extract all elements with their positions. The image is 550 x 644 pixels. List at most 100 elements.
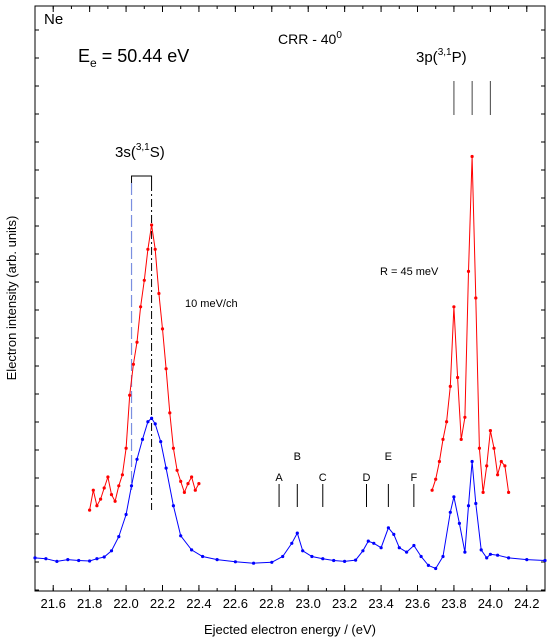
data-point xyxy=(477,446,481,450)
state-3s-rest: S) xyxy=(150,144,165,161)
data-point xyxy=(441,437,445,441)
data-point xyxy=(128,393,132,397)
data-point xyxy=(466,504,471,508)
data-point xyxy=(164,466,168,470)
data-point xyxy=(270,560,274,564)
data-point xyxy=(164,367,168,371)
data-point xyxy=(190,548,194,552)
state-3p-base: 3p( xyxy=(416,49,438,66)
data-point xyxy=(102,486,106,490)
energy-label: Ee = 50.44 eV xyxy=(78,46,189,70)
data-point xyxy=(474,296,478,300)
state-3p-rest: P) xyxy=(452,49,467,66)
data-point xyxy=(193,488,197,492)
data-point xyxy=(281,554,285,559)
data-point xyxy=(379,546,383,550)
step-label: 10 meV/ch xyxy=(185,298,238,310)
data-point xyxy=(479,548,483,552)
data-point xyxy=(470,154,474,159)
data-point xyxy=(186,482,190,486)
state-3s-superscript: 3,1 xyxy=(136,142,150,153)
marker-label: B xyxy=(294,451,301,463)
x-axis-label: Ejected electron energy / (eV) xyxy=(204,622,376,637)
data-point xyxy=(139,305,143,309)
data-point xyxy=(160,327,165,331)
x-tick-label: 21.8 xyxy=(77,596,102,611)
x-tick-label: 24.2 xyxy=(514,596,539,611)
x-tick-label: 23.6 xyxy=(405,596,430,611)
data-point xyxy=(252,561,256,565)
marker-label: F xyxy=(410,472,417,484)
marker-label: A xyxy=(275,472,283,484)
data-point xyxy=(507,556,511,560)
data-point xyxy=(366,539,370,543)
data-point xyxy=(182,490,186,494)
data-point xyxy=(124,512,128,517)
state-3p-superscript: 3,1 xyxy=(438,47,452,58)
data-point xyxy=(77,558,81,563)
marker-label: E xyxy=(385,451,392,463)
data-point xyxy=(474,501,478,506)
data-point xyxy=(434,477,438,481)
data-point xyxy=(372,541,376,545)
data-point xyxy=(99,497,103,501)
energy-subscript: e xyxy=(90,56,97,70)
data-point xyxy=(525,558,529,562)
data-point xyxy=(129,484,134,488)
data-point xyxy=(290,541,294,545)
x-tick-label: 23.8 xyxy=(441,596,466,611)
state-3p-label: 3p(3,1P) xyxy=(416,47,467,66)
crr-label: CRR - 400 xyxy=(278,30,342,47)
data-point xyxy=(405,550,409,554)
data-point xyxy=(448,384,452,388)
data-point xyxy=(109,493,114,497)
marker-label: C xyxy=(319,472,327,484)
data-point xyxy=(88,559,92,563)
data-point xyxy=(437,459,441,464)
x-axis-ticks: 21.6 21.8 22.0 22.2 22.4 22.6 22.8 23.0 23.2 23.4… xyxy=(34,6,546,611)
data-point xyxy=(481,490,485,494)
data-point xyxy=(485,556,489,560)
data-point xyxy=(95,557,99,561)
energy-symbol: E xyxy=(78,46,90,66)
data-point xyxy=(459,437,463,441)
data-point xyxy=(392,532,396,537)
y-axis-label: Electron intensity (arb. units) xyxy=(4,216,19,381)
data-point xyxy=(113,499,117,503)
data-point xyxy=(95,504,99,508)
data-point xyxy=(488,429,492,433)
x-tick-label: 22.8 xyxy=(259,596,284,611)
data-point xyxy=(179,479,183,483)
crr-superscript: 0 xyxy=(336,30,342,41)
state-3s-base: 3s( xyxy=(115,144,136,161)
data-point xyxy=(434,566,438,571)
data-point xyxy=(171,446,175,450)
data-point xyxy=(175,468,179,472)
annotation-lines: AB C D E F xyxy=(130,81,491,510)
data-point xyxy=(140,437,145,441)
data-point xyxy=(295,531,299,535)
data-point xyxy=(109,549,114,553)
marker-label: D xyxy=(363,472,371,484)
data-point xyxy=(55,559,59,564)
data-point xyxy=(496,553,500,557)
data-point xyxy=(44,557,48,561)
data-point xyxy=(496,473,500,477)
data-point xyxy=(321,557,325,561)
data-point xyxy=(441,554,445,559)
data-point xyxy=(463,550,467,554)
data-point xyxy=(332,558,336,563)
data-point xyxy=(124,446,128,450)
data-point xyxy=(117,484,121,488)
x-tick-label: 22.4 xyxy=(186,596,211,611)
x-tick-label: 21.6 xyxy=(41,596,66,611)
data-point xyxy=(448,510,452,514)
data-point xyxy=(159,440,163,444)
data-point xyxy=(456,375,460,380)
data-point xyxy=(197,482,201,486)
data-point xyxy=(445,420,449,424)
series-line xyxy=(431,156,510,493)
x-tick-label: 22.0 xyxy=(113,596,138,611)
